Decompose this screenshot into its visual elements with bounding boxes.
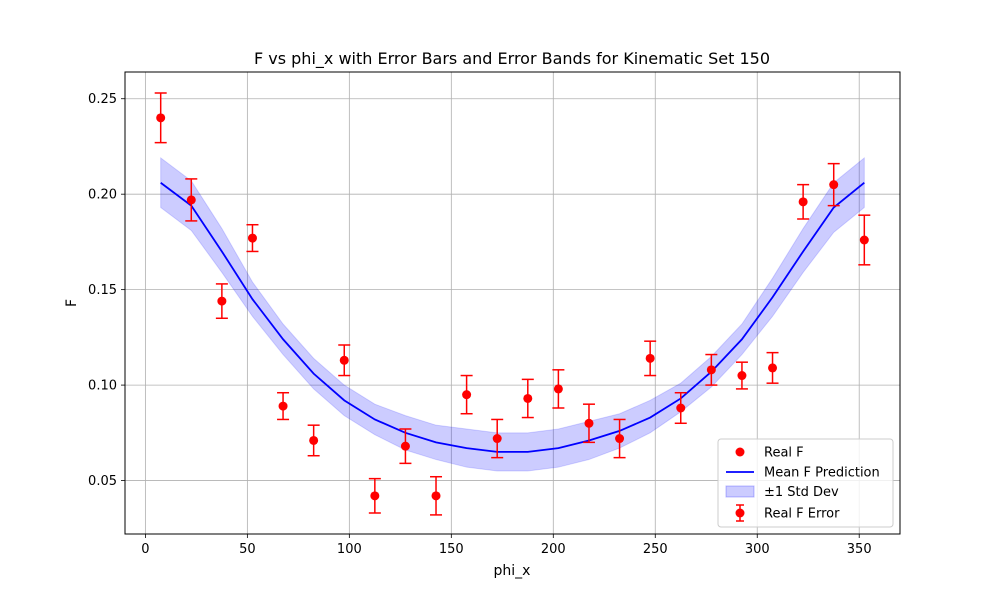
chart-title: F vs phi_x with Error Bars and Error Ban… (254, 49, 770, 69)
x-tick-label: 150 (439, 542, 464, 557)
mean-prediction-line (160, 182, 865, 453)
data-point (706, 365, 716, 375)
legend-label-error: Real F Error (764, 507, 840, 522)
data-point (431, 491, 441, 501)
data-point (492, 434, 502, 444)
data-point (186, 195, 196, 205)
legend-marker-band (725, 485, 755, 498)
data-point (584, 418, 594, 428)
mean-line-layer (160, 182, 865, 453)
point-layer (156, 113, 869, 501)
x-axis-label: phi_x (494, 563, 531, 579)
data-point (247, 233, 257, 243)
x-tick-label: 100 (337, 542, 362, 557)
y-tick-label: 0.05 (88, 474, 117, 489)
data-point (553, 384, 563, 394)
y-axis-label: F (64, 299, 80, 307)
x-tick-label: 300 (745, 542, 770, 557)
data-point (829, 180, 839, 190)
y-axis: 0.05 0.10 0.15 0.20 0.25 (88, 92, 125, 489)
plot-frame (124, 71, 901, 535)
y-tick-label: 0.20 (88, 188, 117, 203)
data-point (768, 363, 778, 373)
legend: Real F Mean F Prediction ±1 Std Dev Real… (717, 438, 894, 528)
data-point (737, 371, 747, 381)
legend-box (717, 438, 894, 528)
legend-label-real: Real F (764, 446, 804, 461)
data-point (676, 403, 686, 413)
data-point (400, 441, 410, 451)
std-band-layer (160, 156, 865, 472)
x-axis: 0 50 100 150 200 250 300 350 (141, 534, 872, 557)
x-tick-label: 200 (541, 542, 566, 557)
data-point (859, 235, 869, 245)
data-point (339, 355, 349, 365)
legend-marker-error (735, 504, 745, 522)
x-tick-label: 350 (847, 542, 872, 557)
data-point (798, 197, 808, 207)
legend-label-mean: Mean F Prediction (764, 466, 880, 481)
data-point (523, 393, 533, 403)
y-tick-label: 0.10 (88, 379, 117, 394)
y-tick-label: 0.15 (88, 283, 117, 298)
data-point (309, 435, 319, 445)
data-point (156, 113, 166, 123)
data-point (370, 491, 380, 501)
std-band-area (160, 156, 865, 472)
x-tick-label: 250 (643, 542, 668, 557)
data-point (217, 296, 227, 306)
legend-label-band: ±1 Std Dev (764, 485, 839, 500)
grid-layer (125, 72, 900, 534)
data-point (462, 390, 472, 400)
data-point (645, 353, 655, 363)
data-point (278, 401, 288, 411)
data-point (615, 434, 625, 444)
x-tick-label: 50 (239, 542, 256, 557)
legend-marker-real (735, 447, 745, 457)
plot-area (124, 71, 901, 535)
y-tick-label: 0.25 (88, 92, 117, 107)
x-tick-label: 0 (141, 542, 149, 557)
